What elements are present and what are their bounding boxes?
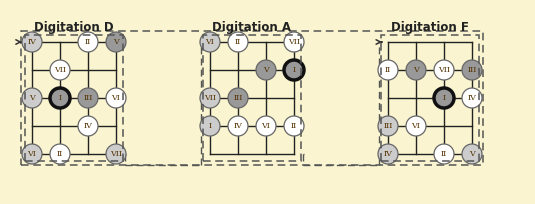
- Text: IV: IV: [83, 122, 93, 130]
- Ellipse shape: [378, 144, 398, 164]
- Ellipse shape: [22, 32, 42, 52]
- Text: II: II: [85, 38, 91, 46]
- Text: IV: IV: [28, 38, 36, 46]
- Text: I: I: [293, 66, 295, 74]
- Ellipse shape: [228, 116, 248, 136]
- Text: III: III: [233, 94, 243, 102]
- Ellipse shape: [378, 116, 398, 136]
- Ellipse shape: [462, 60, 482, 80]
- Ellipse shape: [22, 88, 42, 108]
- Text: III: III: [467, 66, 477, 74]
- Text: Digitation A: Digitation A: [212, 21, 292, 34]
- Text: Digitation F: Digitation F: [391, 21, 469, 34]
- Text: VI: VI: [205, 38, 215, 46]
- Ellipse shape: [378, 60, 398, 80]
- Ellipse shape: [106, 144, 126, 164]
- Text: IV: IV: [234, 122, 242, 130]
- Text: V: V: [113, 38, 119, 46]
- Bar: [203, 35, 301, 161]
- Text: II: II: [57, 150, 63, 158]
- Ellipse shape: [200, 32, 220, 52]
- Ellipse shape: [200, 116, 220, 136]
- Bar: [381, 35, 479, 161]
- Text: V: V: [413, 66, 419, 74]
- Ellipse shape: [256, 60, 276, 80]
- Text: VII: VII: [204, 94, 216, 102]
- Text: I: I: [442, 94, 446, 102]
- Text: VII: VII: [110, 150, 122, 158]
- Text: VII: VII: [54, 66, 66, 74]
- Text: V: V: [469, 150, 475, 158]
- Ellipse shape: [200, 88, 220, 108]
- Text: V: V: [29, 94, 35, 102]
- Ellipse shape: [462, 144, 482, 164]
- Ellipse shape: [106, 32, 126, 52]
- Text: IV: IV: [468, 94, 477, 102]
- Text: III: III: [383, 122, 393, 130]
- Text: VII: VII: [288, 38, 300, 46]
- Text: I: I: [58, 94, 62, 102]
- Text: II: II: [441, 150, 447, 158]
- Bar: [21, 31, 483, 165]
- Text: II: II: [385, 66, 391, 74]
- Ellipse shape: [78, 116, 98, 136]
- Text: II: II: [235, 38, 241, 46]
- Ellipse shape: [50, 60, 70, 80]
- Ellipse shape: [434, 60, 454, 80]
- Text: I: I: [209, 122, 211, 130]
- Text: Digitation D: Digitation D: [34, 21, 114, 34]
- Ellipse shape: [406, 116, 426, 136]
- Ellipse shape: [284, 116, 304, 136]
- Ellipse shape: [50, 144, 70, 164]
- Ellipse shape: [22, 144, 42, 164]
- Ellipse shape: [78, 88, 98, 108]
- Ellipse shape: [228, 32, 248, 52]
- Ellipse shape: [256, 116, 276, 136]
- Text: II: II: [291, 122, 297, 130]
- Ellipse shape: [284, 32, 304, 52]
- Text: VI: VI: [411, 122, 421, 130]
- Ellipse shape: [284, 60, 304, 80]
- Ellipse shape: [78, 32, 98, 52]
- Ellipse shape: [462, 88, 482, 108]
- Text: VI: VI: [112, 94, 120, 102]
- Text: III: III: [83, 94, 93, 102]
- Text: VII: VII: [438, 66, 450, 74]
- Text: IV: IV: [384, 150, 393, 158]
- Ellipse shape: [434, 88, 454, 108]
- Text: VI: VI: [262, 122, 270, 130]
- Text: VI: VI: [28, 150, 36, 158]
- Ellipse shape: [106, 88, 126, 108]
- Ellipse shape: [434, 144, 454, 164]
- Ellipse shape: [228, 88, 248, 108]
- Bar: [25, 35, 123, 161]
- Ellipse shape: [406, 60, 426, 80]
- Text: V: V: [263, 66, 269, 74]
- Ellipse shape: [50, 88, 70, 108]
